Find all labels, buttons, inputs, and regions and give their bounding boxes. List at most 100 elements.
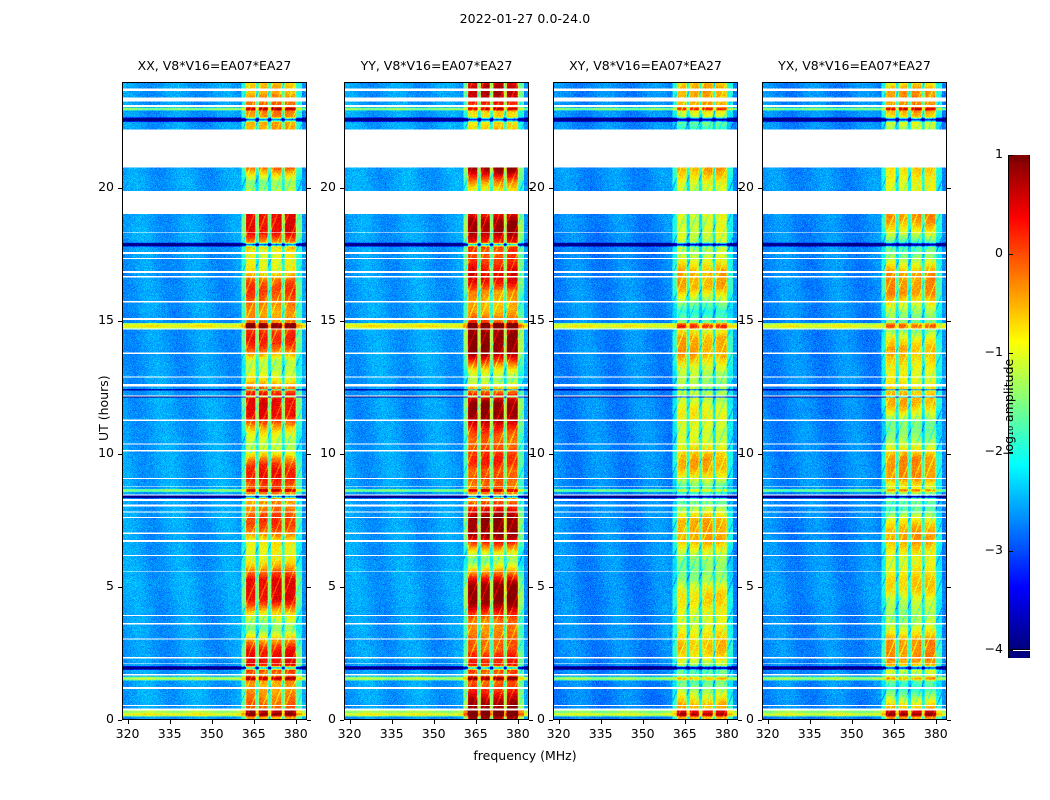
y-tick (307, 321, 311, 323)
colorbar-tick (1008, 551, 1013, 552)
x-tick-label: 380 (714, 726, 739, 741)
figure-suptitle: 2022-01-27 0.0-24.0 (459, 11, 591, 26)
y-tick (549, 188, 553, 190)
y-tick (947, 188, 951, 190)
waterfall-image-yx (763, 83, 946, 719)
y-tick (529, 188, 533, 190)
y-tick (529, 321, 533, 323)
colorbar-tick-label: −4 (984, 641, 1003, 656)
y-tick (758, 720, 762, 721)
x-tick (642, 720, 644, 724)
y-tick-label: 20 (98, 179, 114, 195)
x-tick (600, 720, 602, 724)
y-tick (947, 454, 951, 456)
x-tick-label: 365 (463, 726, 488, 741)
waterfall-image-xy (554, 83, 737, 719)
y-tick (738, 454, 742, 456)
waterfall-image-yy (345, 83, 528, 719)
x-tick-label: 335 (797, 726, 822, 741)
y-tick-label: 15 (98, 312, 114, 328)
y-tick (118, 454, 122, 456)
y-tick (307, 454, 311, 456)
x-tick (684, 720, 686, 724)
x-tick-label: 380 (505, 726, 530, 741)
x-tick (726, 720, 728, 724)
y-tick (947, 321, 951, 323)
y-tick (947, 720, 951, 721)
y-tick (738, 587, 742, 589)
x-tick (558, 720, 560, 724)
y-tick (529, 720, 533, 721)
panel-title-xx: XX, V8*V16=EA07*EA27 (137, 58, 292, 73)
x-tick (475, 720, 477, 724)
x-tick-label: 365 (881, 726, 906, 741)
colorbar-tick (1008, 353, 1013, 354)
y-tick-label: 10 (98, 445, 114, 461)
x-tick-label: 350 (421, 726, 446, 741)
y-tick-label: 5 (746, 578, 754, 594)
colorbar-extend-min (1008, 651, 1030, 658)
y-tick (738, 321, 742, 323)
panel-title-yx: YX, V8*V16=EA07*EA27 (778, 58, 931, 73)
y-tick-label: 10 (529, 445, 545, 461)
colorbar-tick-label: −1 (984, 344, 1003, 359)
y-tick (307, 587, 311, 589)
x-tick (935, 720, 937, 724)
x-tick-label: 365 (672, 726, 697, 741)
x-tick (211, 720, 213, 724)
x-tick (391, 720, 393, 724)
colorbar-tick-label: −2 (984, 443, 1003, 458)
y-tick (118, 188, 122, 190)
panel-title-xy: XY, V8*V16=EA07*EA27 (569, 58, 722, 73)
waterfall-panel-xy (553, 82, 738, 720)
y-tick (307, 188, 311, 190)
y-tick (340, 720, 344, 721)
y-tick (947, 587, 951, 589)
y-tick-label: 20 (529, 179, 545, 195)
x-tick (767, 720, 769, 724)
y-tick-label: 15 (738, 312, 754, 328)
x-tick (253, 720, 255, 724)
x-tick (295, 720, 297, 724)
y-tick-label: 10 (738, 445, 754, 461)
x-tick (127, 720, 129, 724)
y-tick-label: 15 (529, 312, 545, 328)
y-tick-label: 5 (537, 578, 545, 594)
y-tick (549, 720, 553, 721)
x-tick-label: 350 (630, 726, 655, 741)
x-tick-label: 335 (157, 726, 182, 741)
waterfall-panel-yx (762, 82, 947, 720)
y-tick (118, 720, 122, 721)
y-tick (118, 587, 122, 589)
y-tick (529, 454, 533, 456)
y-tick-label: 5 (106, 578, 114, 594)
y-tick-label: 0 (537, 711, 545, 726)
y-tick-label: 10 (320, 445, 336, 461)
x-tick (169, 720, 171, 724)
colorbar-tick-label: −3 (984, 542, 1003, 557)
panel-title-yy: YY, V8*V16=EA07*EA27 (360, 58, 513, 73)
colorbar-gradient (1009, 156, 1029, 649)
y-tick-label: 5 (328, 578, 336, 594)
x-tick (809, 720, 811, 724)
y-tick-label: 0 (328, 711, 336, 726)
waterfall-image-xx (123, 83, 306, 719)
waterfall-panel-yy (344, 82, 529, 720)
y-tick (738, 188, 742, 190)
y-tick (340, 454, 344, 456)
y-tick-label: 20 (320, 179, 336, 195)
colorbar-tick (1008, 254, 1013, 255)
colorbar-tick-label: 1 (995, 146, 1003, 161)
y-tick (549, 587, 553, 589)
x-tick-label: 320 (115, 726, 140, 741)
colorbar-label: log₁₀ amplitude (1001, 358, 1016, 455)
x-tick-label: 320 (755, 726, 780, 741)
x-tick-label: 335 (379, 726, 404, 741)
y-tick (340, 321, 344, 323)
y-tick (549, 321, 553, 323)
x-tick-label: 380 (283, 726, 308, 741)
x-tick-label: 350 (199, 726, 224, 741)
colorbar-tick (1008, 452, 1013, 453)
x-tick-label: 350 (839, 726, 864, 741)
x-tick-label: 380 (923, 726, 948, 741)
